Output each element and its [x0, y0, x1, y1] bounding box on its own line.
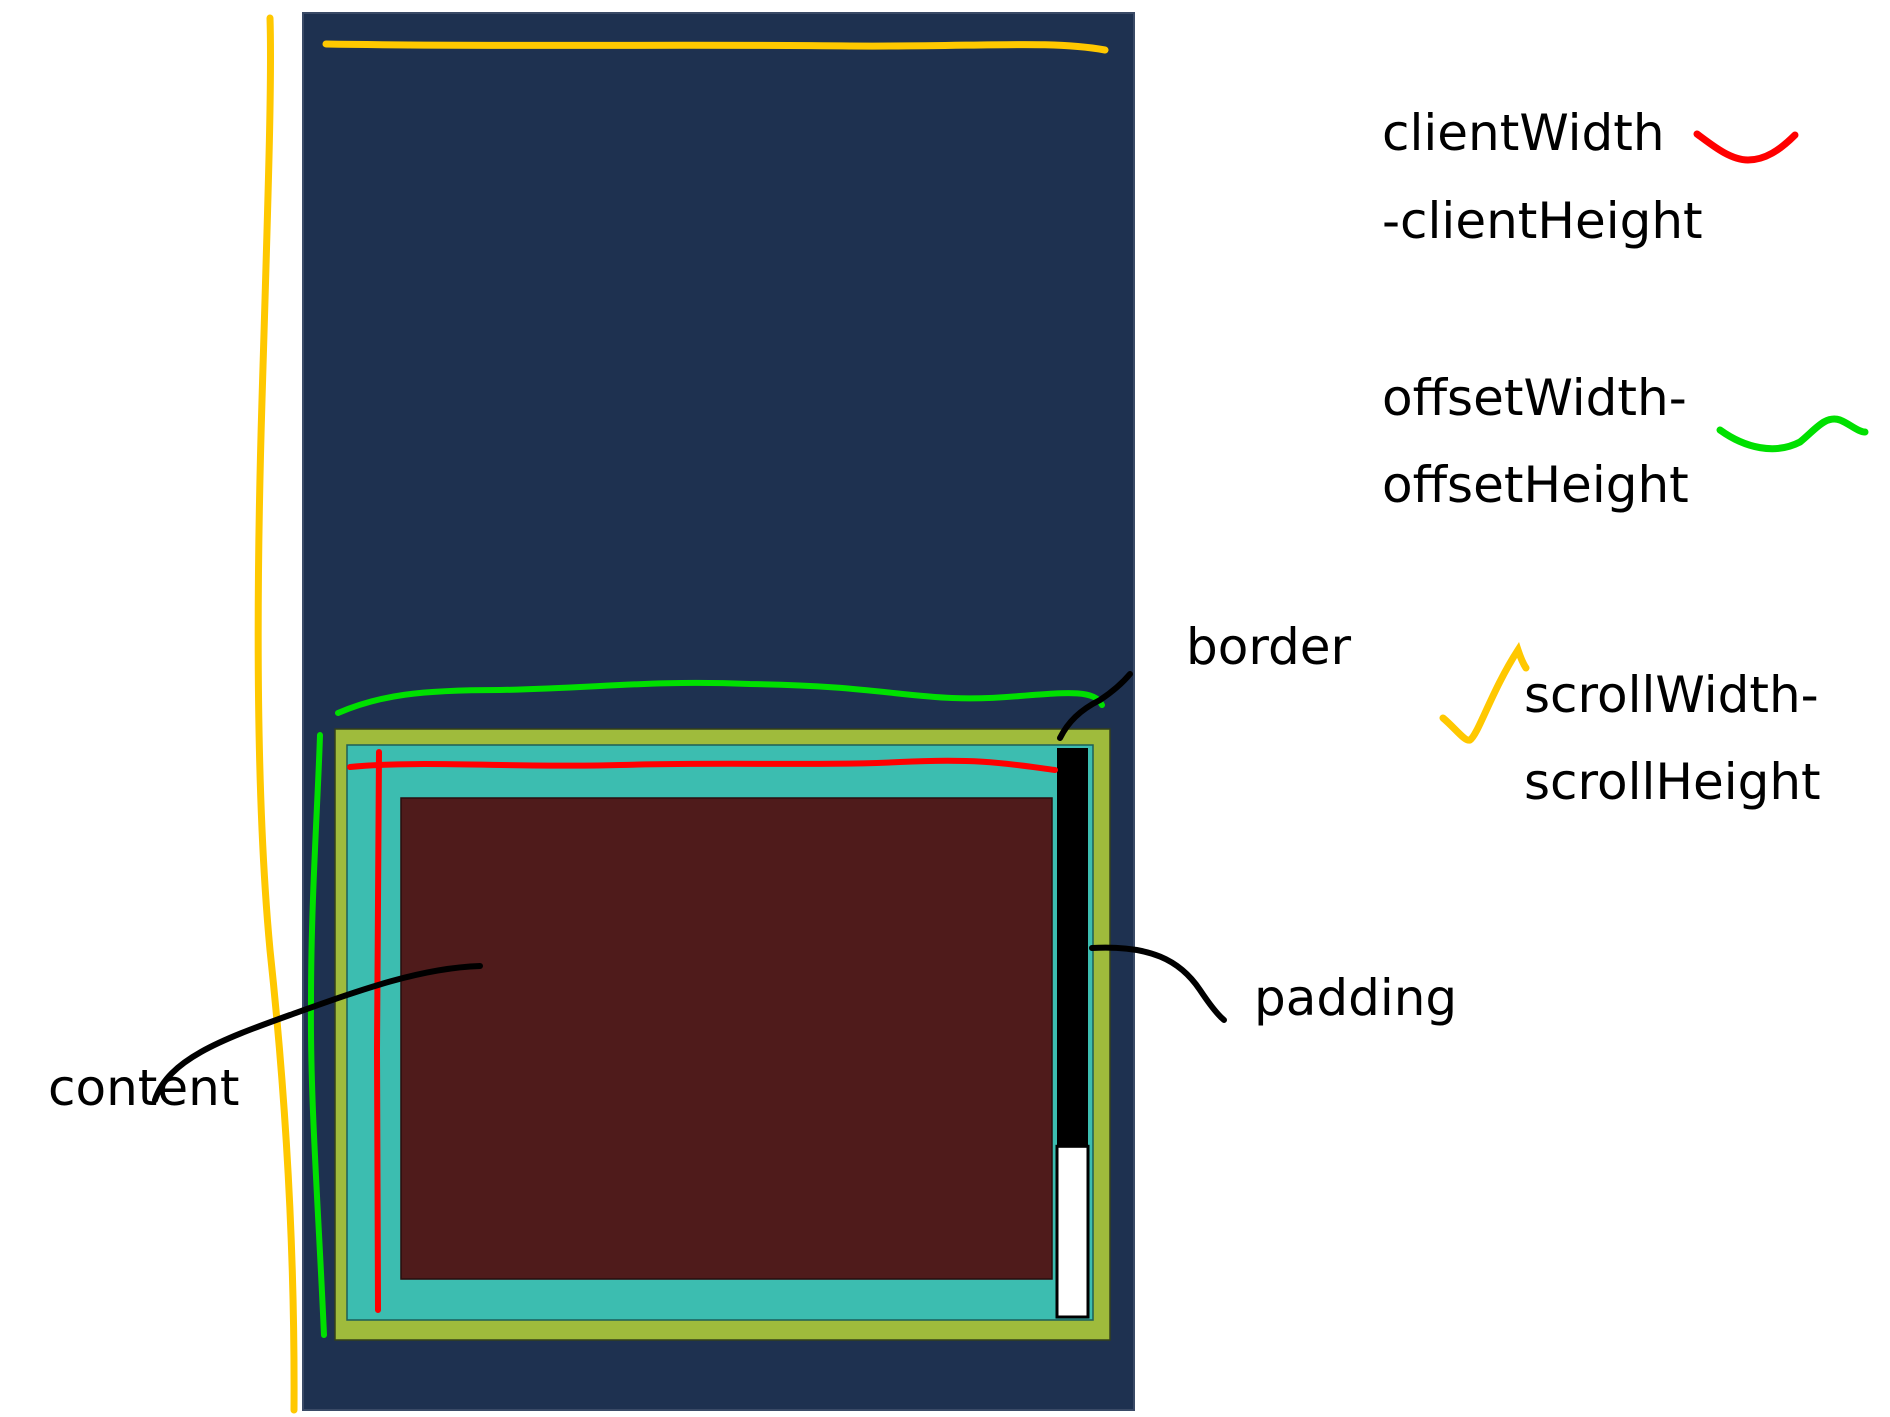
offset-width-label: offsetWidth- — [1382, 369, 1687, 427]
border-label: border — [1186, 618, 1352, 676]
scroll-width-label: scrollWidth- — [1524, 666, 1819, 724]
border-pointer-line — [1057, 671, 1133, 741]
client-height-marker — [373, 749, 382, 1313]
offset-width-marker — [335, 679, 1105, 716]
padding-label: padding — [1254, 969, 1458, 1027]
scroll-width-marker — [322, 40, 1109, 54]
offset-height-marker — [307, 732, 327, 1338]
scroll-legend-checkmark — [1439, 642, 1530, 744]
client-legend-swatch — [1693, 130, 1799, 164]
client-height-label: -clientHeight — [1382, 192, 1703, 250]
client-width-marker — [347, 757, 1058, 773]
scrollbar-thumb — [1055, 1144, 1090, 1319]
offset-legend-swatch — [1716, 415, 1869, 453]
padding-pointer-line — [1089, 944, 1227, 1023]
content-pointer-line — [152, 963, 483, 1103]
scroll-height-marker — [254, 14, 298, 1414]
offset-height-label: offsetHeight — [1382, 456, 1689, 514]
content-area — [400, 797, 1053, 1280]
content-label: content — [48, 1059, 240, 1117]
client-width-label: clientWidth — [1382, 104, 1665, 162]
scroll-height-label: scrollHeight — [1524, 753, 1821, 811]
